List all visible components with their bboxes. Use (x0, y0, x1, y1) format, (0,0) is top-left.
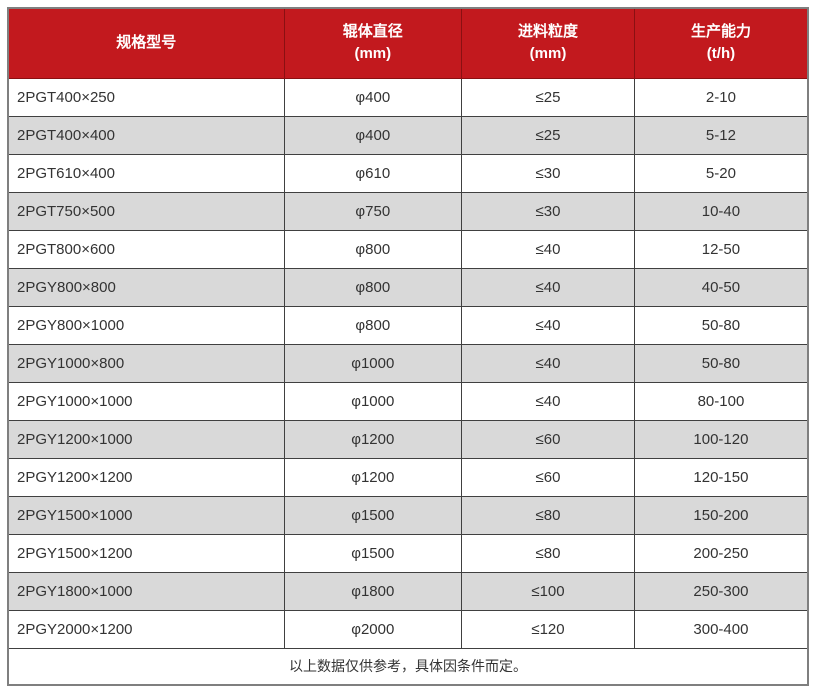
feed-size-cell: ≤60 (461, 457, 635, 497)
diameter-cell: φ800 (283, 305, 463, 345)
model-cell: 2PGT800×600 (7, 229, 285, 269)
table-row: 2PGY1000×1000 φ1000 ≤40 80-100 (7, 381, 809, 421)
header-model-title: 规格型号 (116, 34, 177, 51)
model-cell: 2PGY800×1000 (7, 305, 285, 345)
header-roller-diameter: 辊体直径 (mm) (283, 7, 463, 79)
diameter-cell: φ400 (283, 115, 463, 155)
spec-table: 规格型号 辊体直径 (mm) 进料粒度 (mm) 生产能力 (t/h) 2PGT… (7, 7, 809, 686)
diameter-cell: φ1000 (283, 381, 463, 421)
model-cell: 2PGY1500×1000 (7, 495, 285, 535)
table-row: 2PGY800×800 φ800 ≤40 40-50 (7, 267, 809, 307)
capacity-cell: 40-50 (633, 267, 809, 307)
feed-size-cell: ≤80 (461, 495, 635, 535)
table-footer: 以上数据仅供参考，具体因条件而定。 (7, 647, 809, 686)
table-row: 2PGY1200×1200 φ1200 ≤60 120-150 (7, 457, 809, 497)
diameter-cell: φ2000 (283, 609, 463, 649)
capacity-cell: 250-300 (633, 571, 809, 611)
diameter-cell: φ800 (283, 229, 463, 269)
table-row: 2PGY1000×800 φ1000 ≤40 50-80 (7, 343, 809, 383)
model-cell: 2PGY1800×1000 (7, 571, 285, 611)
capacity-cell: 300-400 (633, 609, 809, 649)
diameter-cell: φ1200 (283, 457, 463, 497)
header-row: 规格型号 辊体直径 (mm) 进料粒度 (mm) 生产能力 (t/h) (7, 7, 809, 79)
diameter-cell: φ400 (283, 77, 463, 117)
capacity-cell: 12-50 (633, 229, 809, 269)
capacity-cell: 100-120 (633, 419, 809, 459)
header-capacity-title: 生产能力 (690, 22, 751, 40)
capacity-cell: 10-40 (633, 191, 809, 231)
header-roller-diameter-unit: (mm) (354, 45, 392, 63)
feed-size-cell: ≤40 (461, 267, 635, 307)
table-row: 2PGY1200×1000 φ1200 ≤60 100-120 (7, 419, 809, 459)
header-feed-size: 进料粒度 (mm) (461, 7, 635, 79)
model-cell: 2PGY1200×1200 (7, 457, 285, 497)
capacity-cell: 200-250 (633, 533, 809, 573)
diameter-cell: φ1500 (283, 495, 463, 535)
table-row: 2PGT400×400 φ400 ≤25 5-12 (7, 115, 809, 155)
feed-size-cell: ≤40 (461, 381, 635, 421)
feed-size-cell: ≤25 (461, 115, 635, 155)
model-cell: 2PGT750×500 (7, 191, 285, 231)
model-cell: 2PGT610×400 (7, 153, 285, 193)
capacity-cell: 80-100 (633, 381, 809, 421)
table-row: 2PGY800×1000 φ800 ≤40 50-80 (7, 305, 809, 345)
model-cell: 2PGY2000×1200 (7, 609, 285, 649)
model-cell: 2PGY1000×800 (7, 343, 285, 383)
model-cell: 2PGY1500×1200 (7, 533, 285, 573)
model-cell: 2PGT400×250 (7, 77, 285, 117)
capacity-cell: 5-20 (633, 153, 809, 193)
diameter-cell: φ1000 (283, 343, 463, 383)
feed-size-cell: ≤80 (461, 533, 635, 573)
model-cell: 2PGY800×800 (7, 267, 285, 307)
feed-size-cell: ≤120 (461, 609, 635, 649)
header-feed-size-unit: (mm) (529, 45, 567, 63)
header-model: 规格型号 (7, 7, 285, 79)
feed-size-cell: ≤60 (461, 419, 635, 459)
feed-size-cell: ≤40 (461, 343, 635, 383)
feed-size-cell: ≤30 (461, 191, 635, 231)
table-header: 规格型号 辊体直径 (mm) 进料粒度 (mm) 生产能力 (t/h) (7, 7, 809, 79)
footer-note: 以上数据仅供参考，具体因条件而定。 (7, 647, 809, 686)
capacity-cell: 5-12 (633, 115, 809, 155)
table-row: 2PGT610×400 φ610 ≤30 5-20 (7, 153, 809, 193)
model-cell: 2PGT400×400 (7, 115, 285, 155)
header-capacity: 生产能力 (t/h) (633, 7, 809, 79)
header-feed-size-title: 进料粒度 (517, 22, 578, 40)
capacity-cell: 150-200 (633, 495, 809, 535)
table-row: 2PGY1500×1000 φ1500 ≤80 150-200 (7, 495, 809, 535)
header-roller-diameter-title: 辊体直径 (342, 22, 403, 40)
diameter-cell: φ1500 (283, 533, 463, 573)
feed-size-cell: ≤40 (461, 229, 635, 269)
capacity-cell: 120-150 (633, 457, 809, 497)
feed-size-cell: ≤30 (461, 153, 635, 193)
capacity-cell: 2-10 (633, 77, 809, 117)
capacity-cell: 50-80 (633, 305, 809, 345)
footer-row: 以上数据仅供参考，具体因条件而定。 (7, 647, 809, 686)
header-capacity-unit: (t/h) (706, 45, 736, 63)
table-row: 2PGY1800×1000 φ1800 ≤100 250-300 (7, 571, 809, 611)
table-body: 2PGT400×250 φ400 ≤25 2-10 2PGT400×400 φ400 ≤25… (7, 77, 809, 649)
diameter-cell: φ800 (283, 267, 463, 307)
diameter-cell: φ1200 (283, 419, 463, 459)
diameter-cell: φ610 (283, 153, 463, 193)
table-row: 2PGT400×250 φ400 ≤25 2-10 (7, 77, 809, 117)
feed-size-cell: ≤25 (461, 77, 635, 117)
diameter-cell: φ1800 (283, 571, 463, 611)
table-row: 2PGT750×500 φ750 ≤30 10-40 (7, 191, 809, 231)
feed-size-cell: ≤40 (461, 305, 635, 345)
table-row: 2PGY1500×1200 φ1500 ≤80 200-250 (7, 533, 809, 573)
diameter-cell: φ750 (283, 191, 463, 231)
capacity-cell: 50-80 (633, 343, 809, 383)
feed-size-cell: ≤100 (461, 571, 635, 611)
model-cell: 2PGY1200×1000 (7, 419, 285, 459)
table-row: 2PGT800×600 φ800 ≤40 12-50 (7, 229, 809, 269)
table-row: 2PGY2000×1200 φ2000 ≤120 300-400 (7, 609, 809, 649)
model-cell: 2PGY1000×1000 (7, 381, 285, 421)
